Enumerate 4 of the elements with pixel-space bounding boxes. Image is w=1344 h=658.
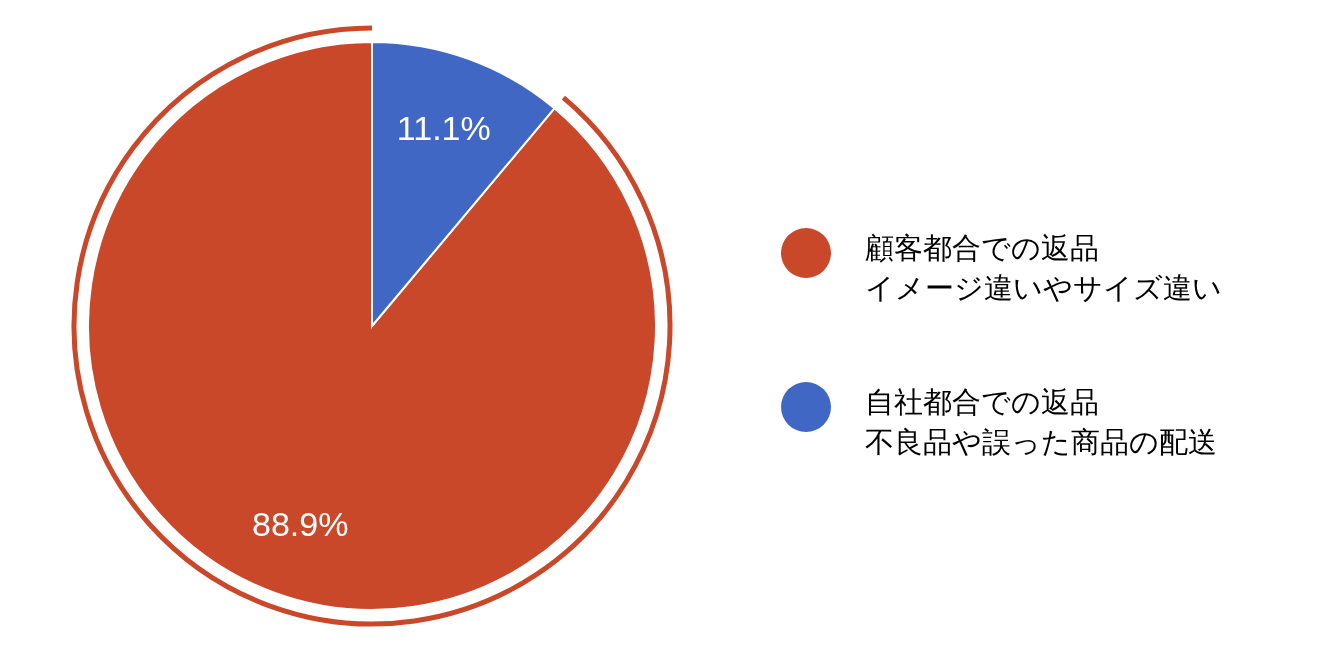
data-label: 88.9%: [251, 504, 349, 543]
legend-label: 自社都合での返品不良品や誤った商品の配送: [865, 385, 1217, 459]
legend-label: 顧客都合での返品イメージ違いやサイズ違い: [865, 231, 1222, 305]
data-label: 11.1%: [396, 109, 491, 148]
